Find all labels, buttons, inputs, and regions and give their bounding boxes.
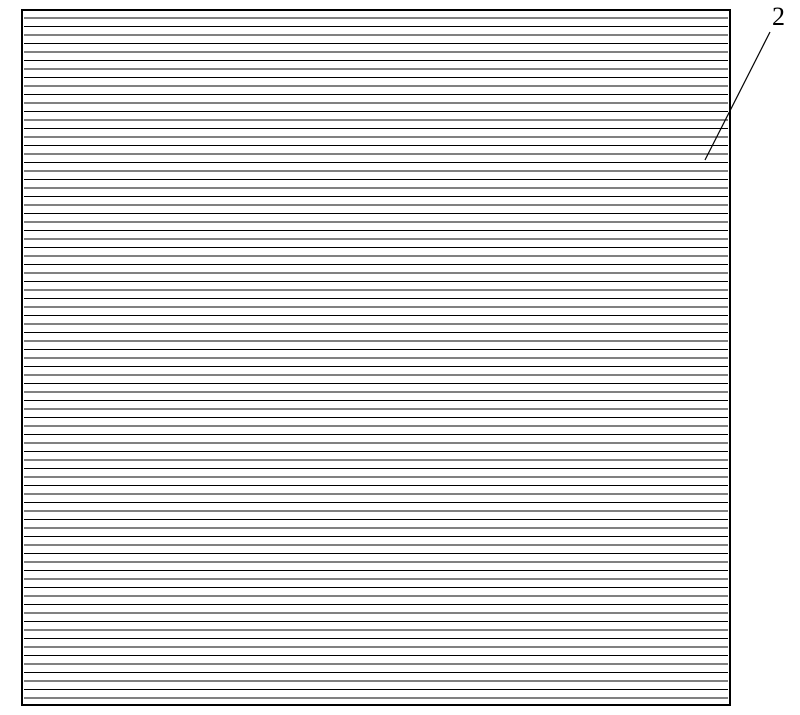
diagram-canvas <box>0 0 800 715</box>
callout-label-2: 2 <box>772 2 785 32</box>
